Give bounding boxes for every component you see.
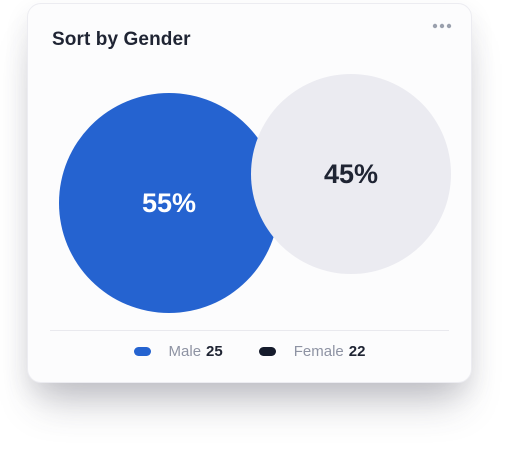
more-horizontal-icon [432,23,452,29]
chart-legend: Male 25 Female 22 [28,341,471,361]
legend-count-female: 22 [348,342,366,360]
legend-label-male: Male [168,342,202,360]
legend-label-female: Female [293,342,344,360]
legend-count-male: 25 [206,342,223,360]
card-title: Sort by Gender [52,29,191,50]
legend-item-male[interactable]: Male 25 [133,342,223,360]
male-percent-label: 55% [142,188,196,218]
legend-divider [50,330,449,331]
male-swatch [133,346,151,356]
female-swatch [258,346,276,356]
male-bubble[interactable] [59,93,279,313]
gender-bubble-chart: 55% 45% [59,74,451,313]
female-bubble[interactable] [251,74,451,274]
more-options-button[interactable] [430,19,454,33]
gender-card: Sort by Gender 55% 45% Male 25 Femal [27,3,472,383]
legend-item-female[interactable]: Female 22 [258,342,366,360]
female-percent-label: 45% [324,159,378,189]
